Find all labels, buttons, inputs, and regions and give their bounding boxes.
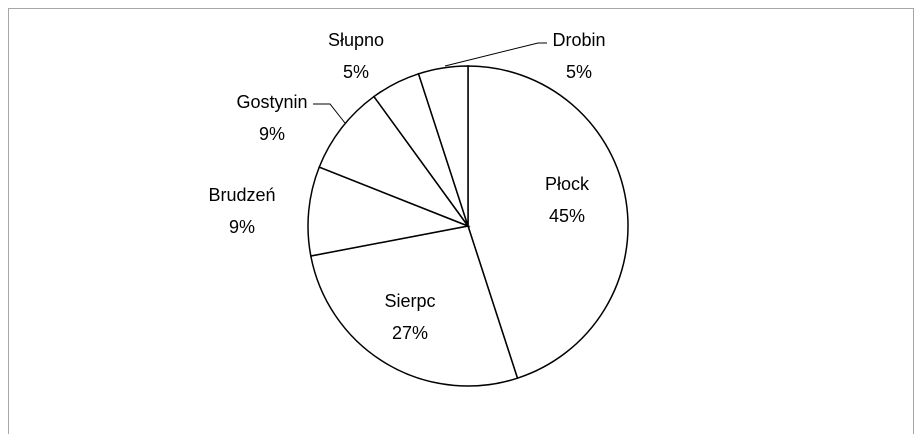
value-label: 9%: [259, 124, 285, 144]
slice-label: Brudzeń: [208, 185, 275, 205]
value-label: 27%: [392, 323, 428, 343]
value-label: 45%: [549, 206, 585, 226]
pie-slice: [417, 65, 469, 227]
chart-frame: [8, 8, 914, 434]
slice-label: Gostynin: [236, 92, 307, 112]
value-label: 9%: [229, 217, 255, 237]
value-label: 5%: [343, 62, 369, 82]
pie-slice: [307, 166, 471, 257]
slice-label: Płock: [545, 174, 590, 194]
slice-label: Sierpc: [384, 291, 435, 311]
leader-line: [313, 103, 346, 124]
leader-line: [444, 42, 547, 67]
pie-slice: [467, 65, 629, 380]
pie-slice: [309, 225, 519, 387]
slice-label: Słupno: [328, 30, 384, 50]
value-label: 5%: [566, 62, 592, 82]
pie-slice: [318, 95, 471, 228]
slice-label: Drobin: [552, 30, 605, 50]
